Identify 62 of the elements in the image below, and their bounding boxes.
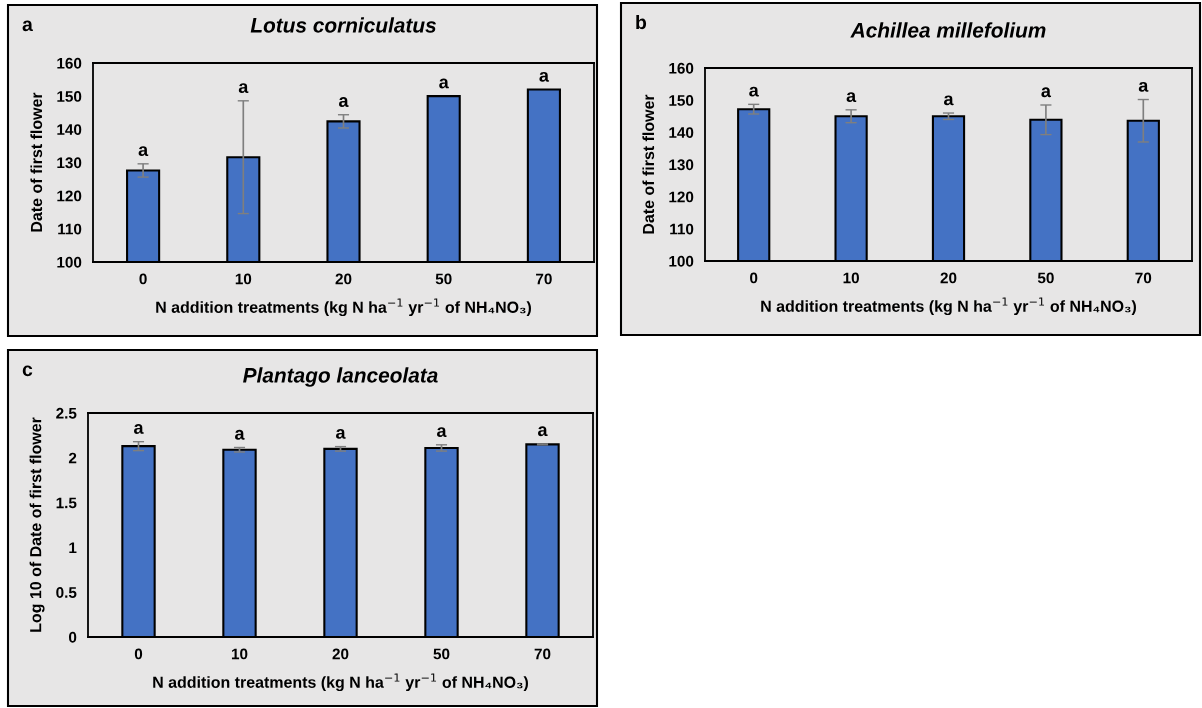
text: a — [22, 20, 33, 32]
annotation: a — [339, 97, 349, 107]
x-tick-label: 0 — [134, 648, 143, 660]
y-tick-label: 130 — [57, 157, 82, 169]
annotation: a — [944, 95, 954, 106]
annotation: a — [138, 146, 149, 157]
chart-title: Plantago lanceolata — [243, 367, 438, 387]
y-tick-label: 120 — [57, 190, 82, 202]
text: c — [22, 365, 33, 377]
x-axis-title: N addition treatments (kg N ha$^{−1}$ yr$^{−1}$ of NH₄NO₃) — [761, 297, 1136, 316]
y-tick-label: 140 — [57, 124, 82, 136]
y-tick-label: 150 — [57, 91, 82, 102]
y-tick-label: 120 — [669, 191, 694, 203]
annotation: a — [439, 78, 449, 89]
annotation: a — [437, 427, 447, 438]
x-tick-label: 70 — [1135, 272, 1152, 284]
x-tick-label: 70 — [536, 273, 552, 285]
y-tick-label: 130 — [669, 159, 694, 171]
y-tick-label: 1.5 — [56, 497, 77, 509]
annotation: a — [749, 86, 759, 97]
x-tick-label: 20 — [940, 272, 957, 284]
y-tick-label: 110 — [58, 223, 82, 235]
annotation: a — [235, 429, 245, 440]
y-tick-label: 100 — [57, 256, 82, 268]
y-tick-label: 160 — [57, 57, 82, 69]
x-tick-label: 10 — [235, 273, 252, 285]
y-tick-label: 1 — [69, 542, 77, 553]
chart-title: Lotus corniculatus — [250, 17, 436, 33]
y-tick-label: 0 — [69, 631, 77, 643]
text: b — [636, 14, 647, 30]
x-tick-label: 10 — [231, 648, 248, 660]
annotation: a — [539, 71, 550, 82]
x-tick-label: 50 — [1037, 272, 1054, 284]
x-axis-title: N addition treatments (kg N ha$^{−1}$ yr$^{−1}$ of NH₄NO₃) — [156, 298, 531, 317]
x-tick-label: 50 — [433, 648, 450, 660]
annotation: a — [1041, 87, 1052, 98]
annotation: a — [336, 428, 346, 439]
y-tick-label: 2 — [68, 452, 77, 464]
x-tick-label: 0 — [139, 273, 147, 285]
y-tick-label: 140 — [669, 127, 694, 139]
x-axis-title: N addition treatments (kg N ha$^{−1}$ yr$^{−1}$ of NH₄NO₃) — [153, 673, 528, 692]
y-axis-title: Date of first flower — [642, 94, 655, 234]
y-tick-label: 2.5 — [56, 407, 77, 419]
x-tick-label: 50 — [435, 273, 452, 285]
x-tick-label: 70 — [534, 648, 551, 660]
annotation: a — [1138, 81, 1149, 92]
x-tick-label: 20 — [335, 273, 352, 285]
y-tick-label: 100 — [669, 255, 694, 267]
x-tick-label: 20 — [332, 648, 349, 660]
annotation: a — [538, 426, 548, 437]
x-tick-label: 0 — [750, 272, 758, 284]
y-tick-label: 160 — [669, 62, 694, 74]
y-tick-label: 110 — [670, 223, 694, 235]
y-tick-label: 0.5 — [56, 587, 77, 598]
chart-title: Achillea millefolium — [850, 22, 1046, 38]
x-tick-label: 10 — [843, 272, 859, 284]
y-axis-title: Date of first flower — [30, 92, 43, 232]
annotation: a — [846, 92, 857, 103]
annotation: a — [238, 83, 249, 94]
annotation: a — [134, 424, 144, 434]
y-tick-label: 150 — [669, 95, 694, 106]
y-axis-title: Log 10 of Date of first flower — [29, 417, 45, 632]
